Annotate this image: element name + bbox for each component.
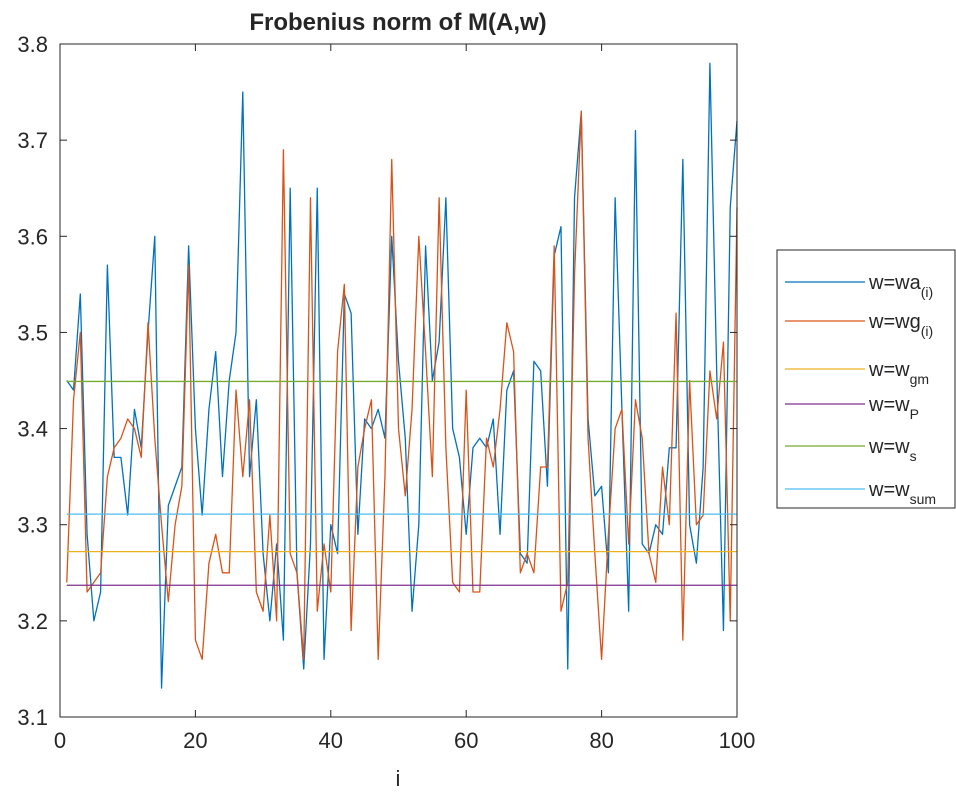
y-tick-label: 3.8 bbox=[17, 32, 48, 57]
y-tick-label: 3.2 bbox=[17, 609, 48, 634]
x-tick-label: 20 bbox=[183, 728, 207, 753]
ticks-layer: 0 20 40 60 80 100 3.1 3.2 3.3 3.4 3.5 3.6 3.7 3.8 bbox=[17, 32, 755, 753]
legend-label-subscript: s bbox=[910, 448, 917, 464]
y-tick-label: 3.3 bbox=[17, 513, 48, 538]
legend-label-subscript: gm bbox=[910, 371, 929, 387]
legend-label-subscript: (i) bbox=[921, 284, 933, 300]
x-axis-label: i bbox=[396, 766, 401, 791]
plot-area bbox=[60, 44, 737, 717]
x-tick-label: 100 bbox=[719, 728, 756, 753]
y-tick-label: 3.6 bbox=[17, 224, 48, 249]
y-tick-label: 3.1 bbox=[17, 705, 48, 730]
x-tick-label: 80 bbox=[589, 728, 613, 753]
series-line-1 bbox=[66, 62, 738, 689]
legend-label-subscript: (i) bbox=[921, 323, 933, 339]
legend-label-subscript: P bbox=[910, 406, 919, 422]
axes-box bbox=[59, 43, 738, 718]
series-layer bbox=[66, 62, 738, 689]
x-tick-label: 60 bbox=[454, 728, 478, 753]
y-tick-label: 3.5 bbox=[17, 320, 48, 345]
legend-label-subscript: sum bbox=[910, 491, 936, 507]
y-tick-label: 3.4 bbox=[17, 417, 48, 442]
series-line-2 bbox=[66, 110, 738, 660]
legend-box bbox=[776, 249, 956, 509]
x-tick-label: 40 bbox=[319, 728, 343, 753]
x-tick-label: 0 bbox=[54, 728, 66, 753]
y-tick-label: 3.7 bbox=[17, 128, 48, 153]
chart-title: Frobenius norm of M(A,w) bbox=[249, 9, 546, 36]
